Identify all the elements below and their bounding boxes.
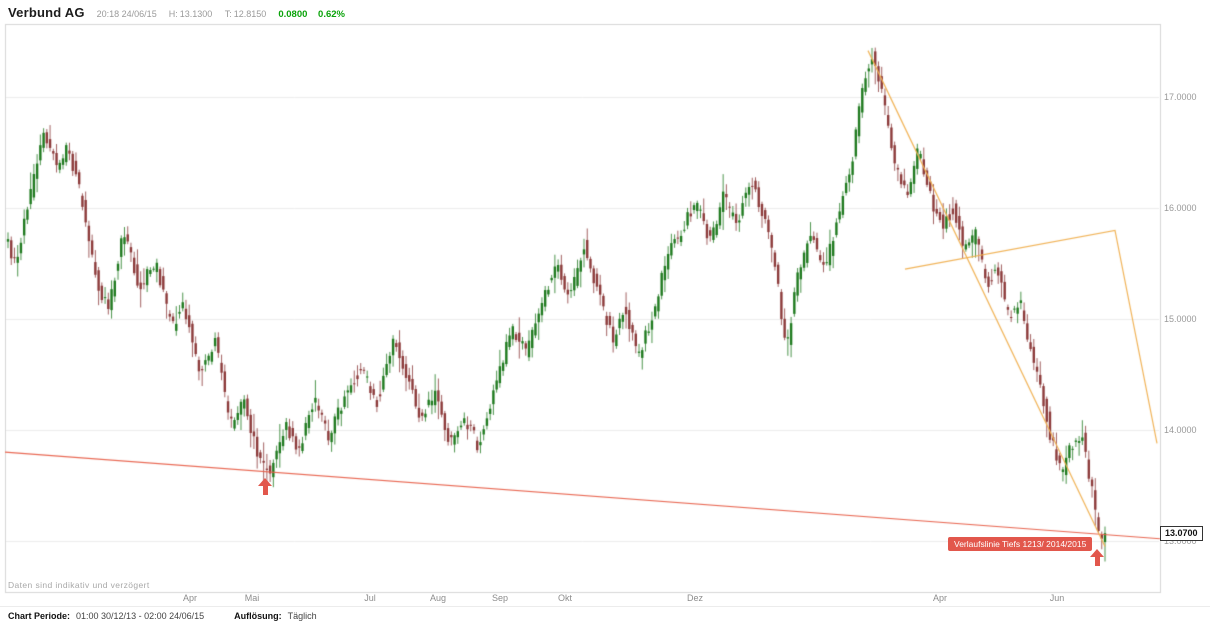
stock-chart-app: Verbund AG 20:18 24/06/15 H: 13.1300 T: 12… [0,0,1210,625]
candlestick-chart-canvas[interactable] [0,0,1210,625]
